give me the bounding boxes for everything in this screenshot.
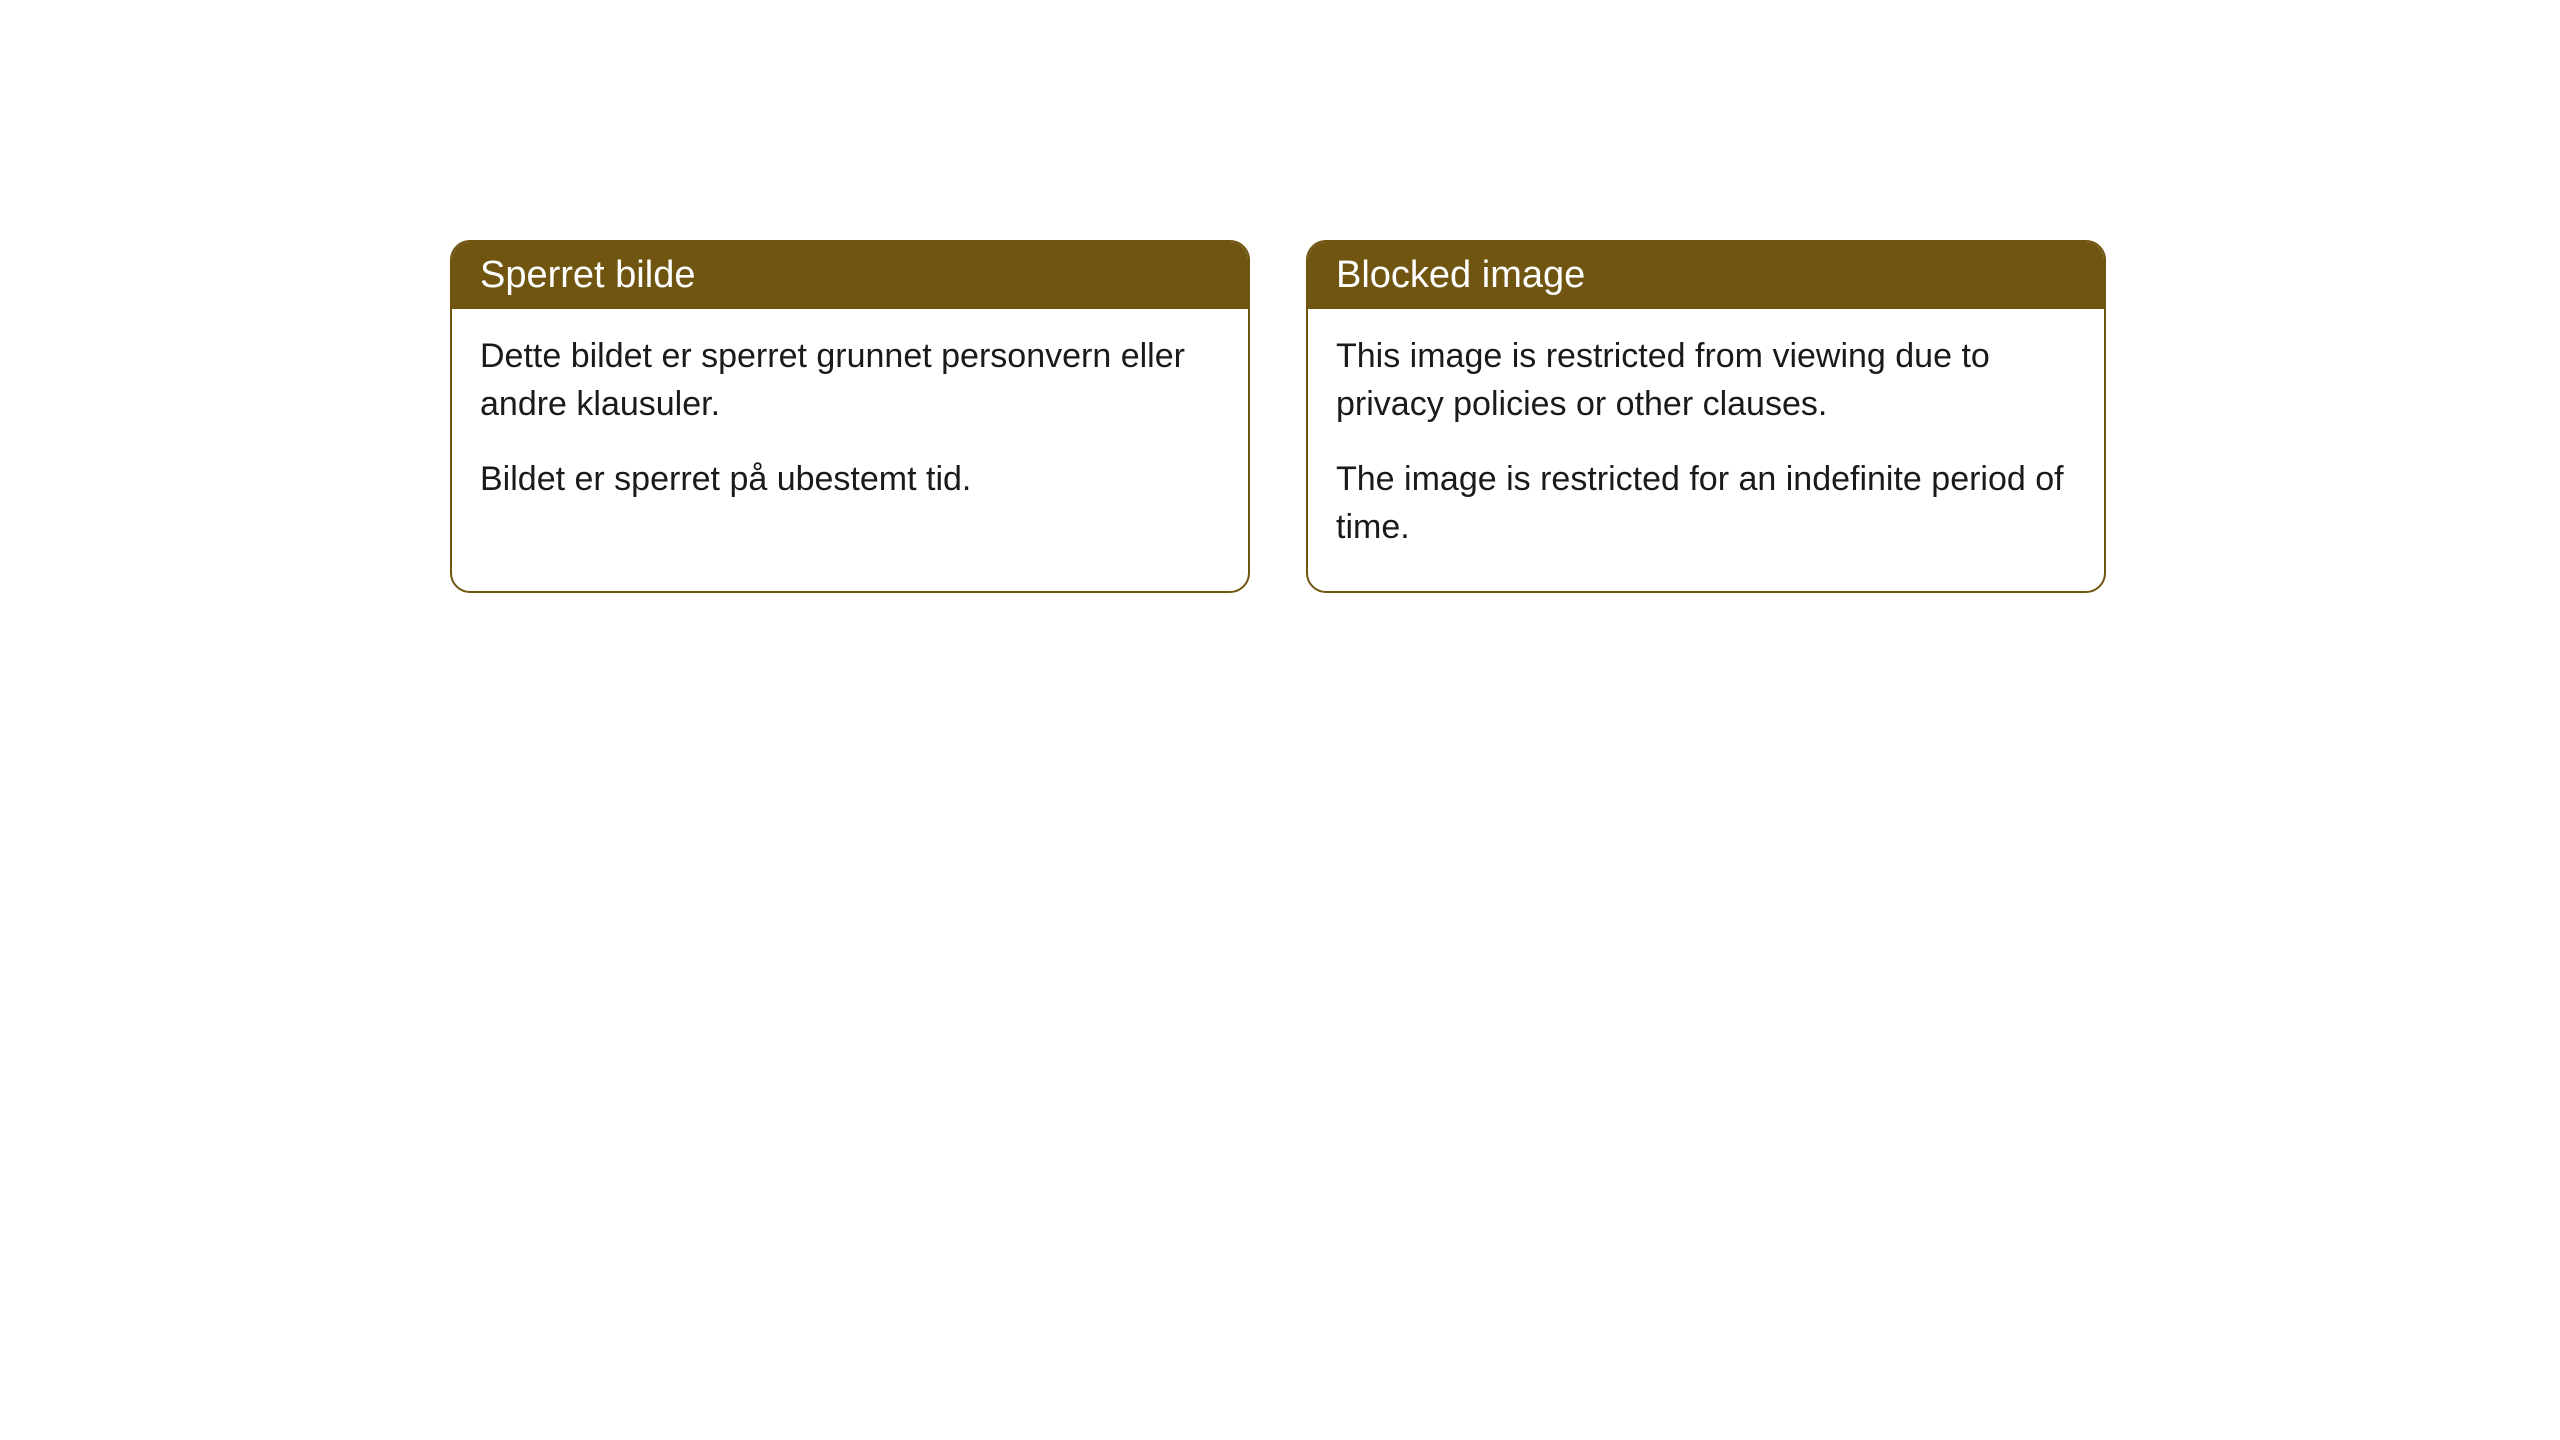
notice-card-english: Blocked image This image is restricted f… (1306, 240, 2106, 593)
card-body: Dette bildet er sperret grunnet personve… (452, 309, 1248, 544)
card-paragraph: Bildet er sperret på ubestemt tid. (480, 456, 1220, 504)
notice-cards-container: Sperret bilde Dette bildet er sperret gr… (450, 240, 2106, 593)
card-paragraph: This image is restricted from viewing du… (1336, 333, 2076, 428)
card-header: Sperret bilde (452, 242, 1248, 309)
card-header: Blocked image (1308, 242, 2104, 309)
card-body: This image is restricted from viewing du… (1308, 309, 2104, 591)
card-title: Blocked image (1336, 254, 1585, 296)
card-paragraph: The image is restricted for an indefinit… (1336, 456, 2076, 551)
card-paragraph: Dette bildet er sperret grunnet personve… (480, 333, 1220, 428)
notice-card-norwegian: Sperret bilde Dette bildet er sperret gr… (450, 240, 1250, 593)
card-title: Sperret bilde (480, 254, 695, 296)
